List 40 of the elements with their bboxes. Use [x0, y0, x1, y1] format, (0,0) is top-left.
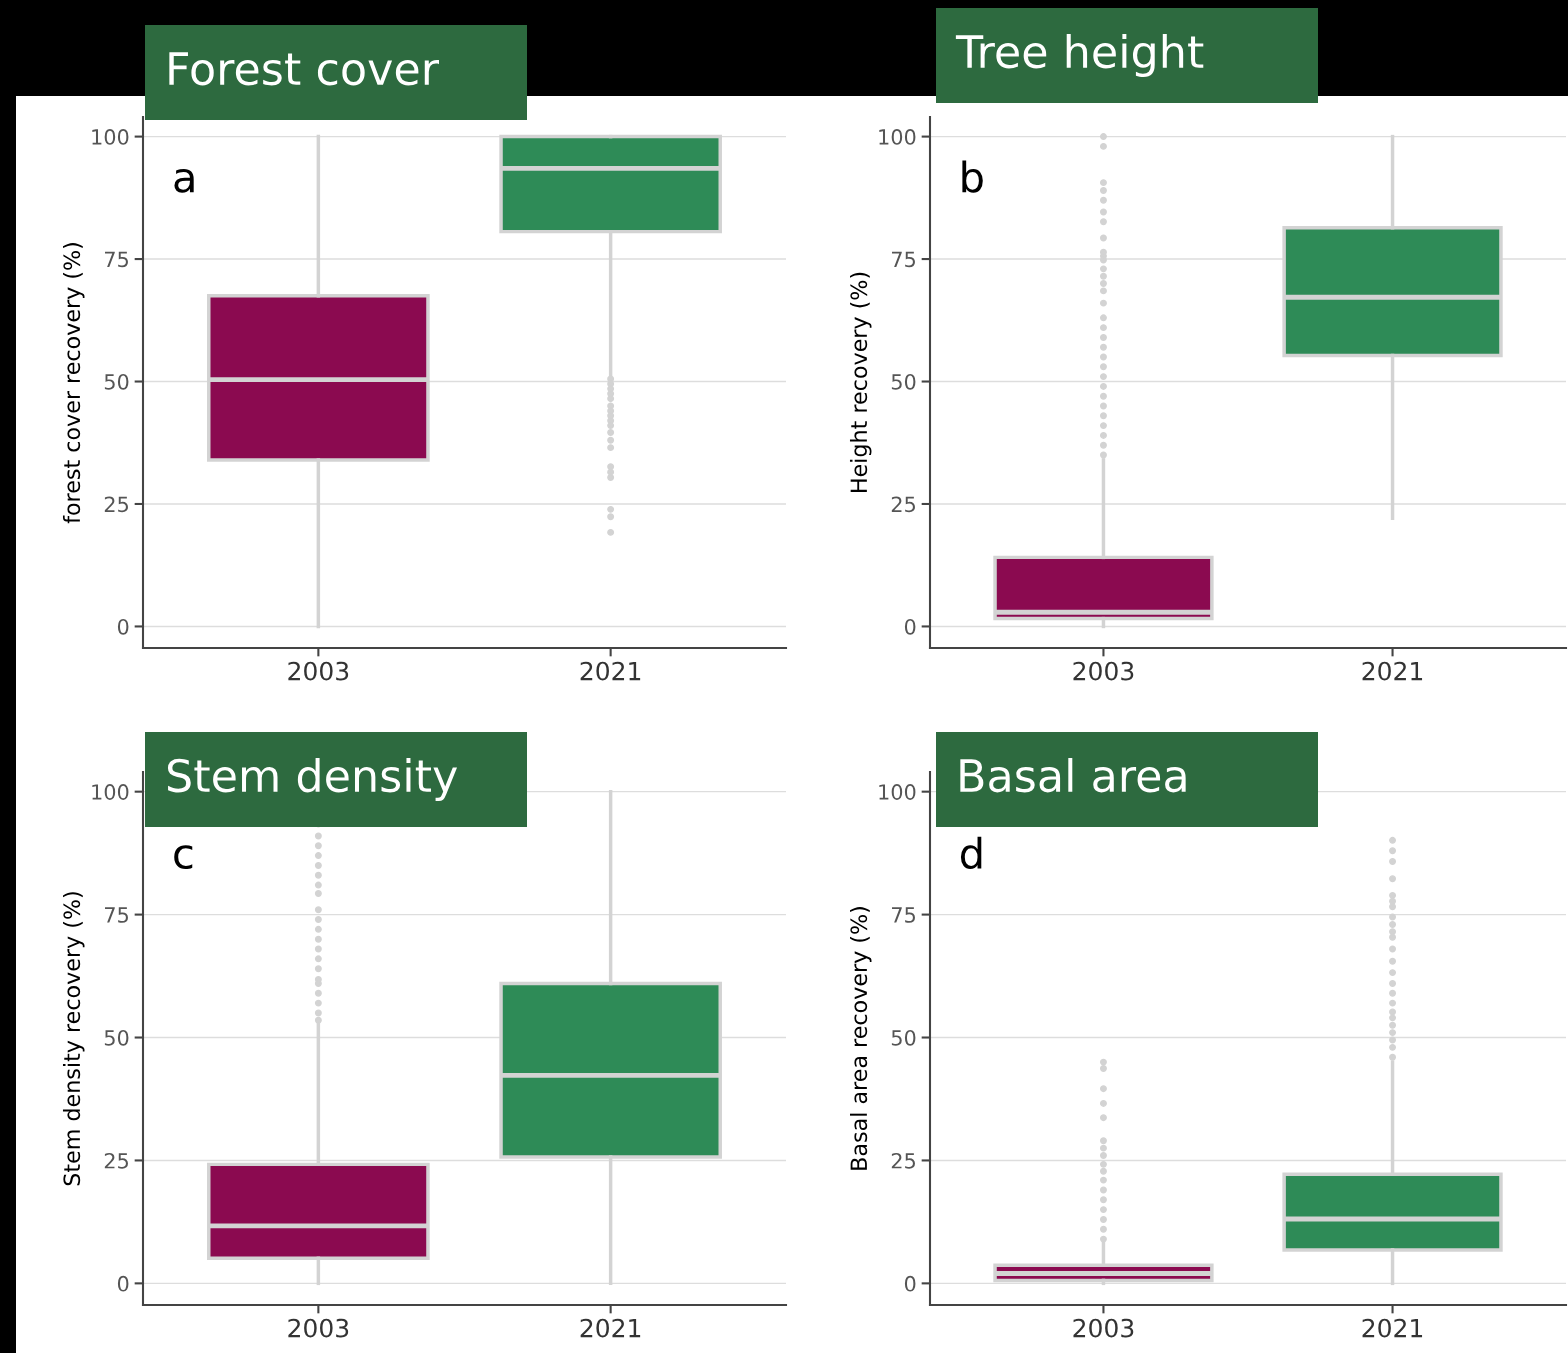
- y-tick-label: 25: [104, 1152, 128, 1169]
- y-axis-title: Height recovery (%): [849, 272, 872, 492]
- annotation: c: [174, 845, 193, 870]
- y-tick-label: 50: [104, 373, 129, 390]
- y-tick-label: 0: [117, 1275, 129, 1292]
- y-tick-label: 50: [104, 1029, 129, 1046]
- x-tick-label: 2003: [1073, 661, 1134, 681]
- y-tick-label: 75: [105, 907, 128, 923]
- annotation: a: [174, 168, 194, 193]
- y-tick-label: 100: [92, 784, 129, 800]
- x-tick-label: 2003: [288, 661, 349, 681]
- y-axis-title: Basal area recovery (%): [849, 907, 872, 1170]
- y-tick-label: 50: [891, 373, 916, 390]
- y-tick-label: 25: [891, 1152, 915, 1169]
- annotation: b: [962, 160, 983, 193]
- x-tick-label: 2021: [1362, 661, 1423, 681]
- y-tick-label: 0: [904, 618, 916, 635]
- y-tick-label: 50: [891, 1029, 916, 1046]
- y-axis-title: forest cover recovery (%): [62, 243, 85, 524]
- x-tick-label: 2003: [288, 1318, 349, 1338]
- x-tick-label: 2003: [1073, 1318, 1134, 1338]
- y-tick-label: 0: [117, 618, 129, 635]
- chart-title: Basal area: [960, 757, 1186, 793]
- y-tick-label: 100: [879, 129, 916, 145]
- chart-title: Tree height: [955, 33, 1204, 78]
- y-tick-label: 25: [891, 496, 915, 513]
- annotation: d: [960, 836, 982, 870]
- y-tick-label: 75: [105, 251, 128, 268]
- y-tick-label: 75: [892, 251, 915, 268]
- x-tick-label: 2021: [580, 1318, 641, 1338]
- y-axis-title: Stem density recovery (%): [62, 892, 85, 1186]
- chart-title: Forest cover: [169, 52, 440, 86]
- y-tick-label: 0: [904, 1275, 916, 1292]
- x-tick-label: 2021: [580, 661, 641, 681]
- y-tick-label: 25: [104, 496, 128, 513]
- y-tick-label: 100: [879, 784, 916, 800]
- y-tick-label: 100: [92, 129, 129, 145]
- x-tick-label: 2021: [1362, 1318, 1423, 1338]
- y-tick-label: 75: [892, 907, 915, 923]
- chart-title: Stem density: [167, 757, 458, 802]
